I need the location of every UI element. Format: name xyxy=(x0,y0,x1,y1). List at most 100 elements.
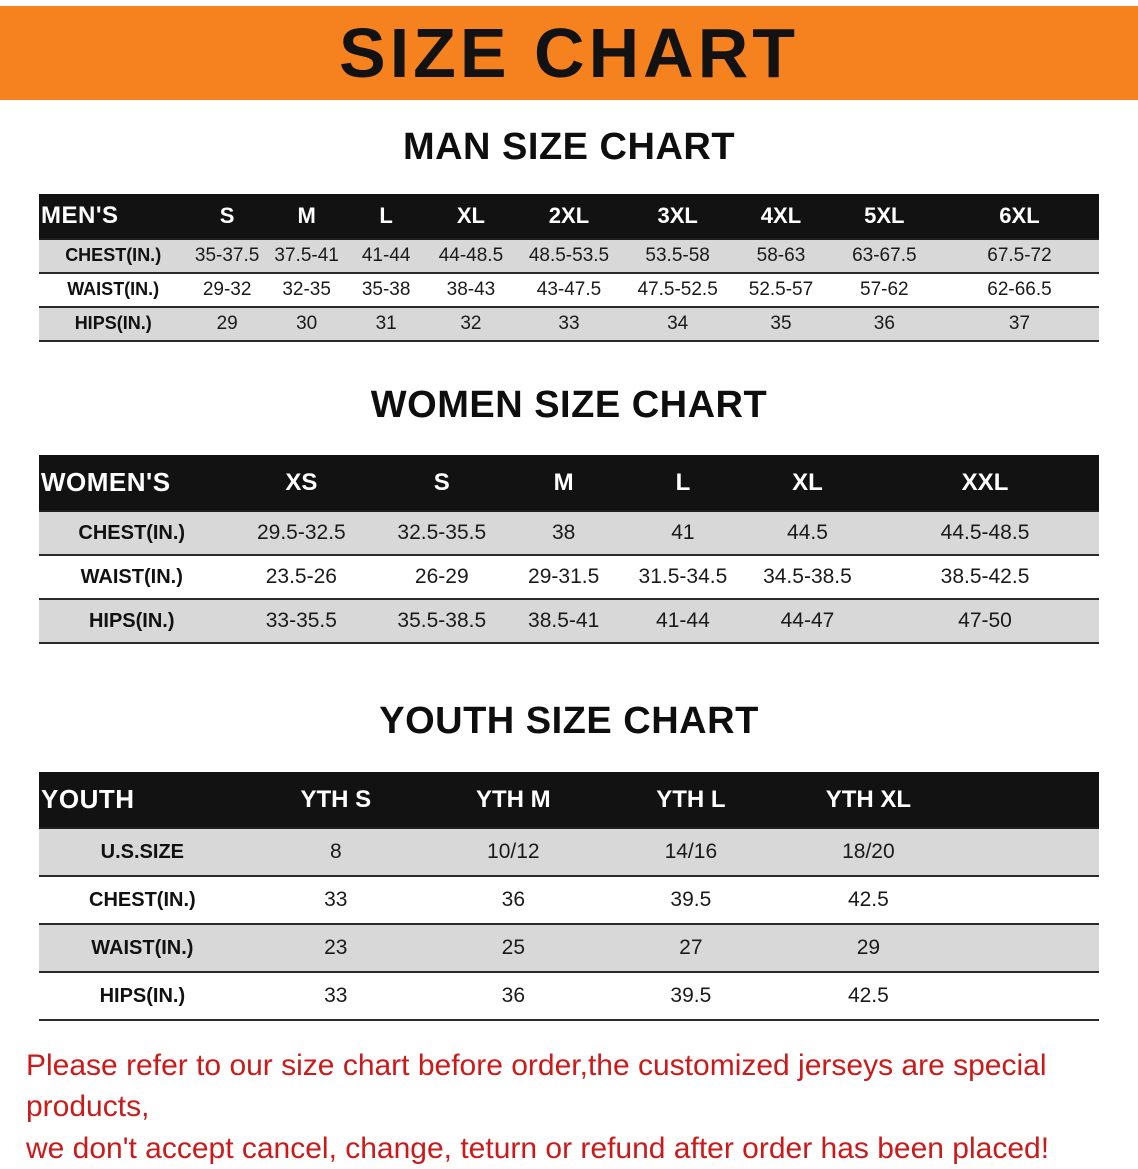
size-header-cell: YTH S xyxy=(245,772,426,830)
men-size-table: MEN'S S M L XL 2XL 3XL 4XL 5XL 6XL CHEST(IN.) 35-37… xyxy=(39,193,1099,342)
measurement-value-cell: 39.5 xyxy=(600,972,781,1022)
disclaimer-line-2: we don't accept cancel, change, teturn o… xyxy=(26,1131,1050,1165)
size-header-cell: XXL xyxy=(871,455,1099,513)
size-header-cell: 5XL xyxy=(828,193,940,240)
measurement-value-cell: 29-32 xyxy=(187,272,267,308)
size-header-cell: 3XL xyxy=(621,193,734,240)
disclaimer-line-1: Please refer to our size chart before or… xyxy=(26,1049,1047,1124)
measurement-value-cell: 32 xyxy=(425,306,516,342)
measurement-value-cell: 38 xyxy=(505,511,622,557)
women-section-heading: WOMEN SIZE CHART xyxy=(370,383,768,426)
measurement-value-cell: 18/20 xyxy=(780,828,956,878)
measurement-value-cell: 36 xyxy=(425,972,601,1022)
measurement-value-cell: 34 xyxy=(621,306,734,342)
measurement-value-cell: 39.5 xyxy=(600,876,781,926)
measurement-value-cell: 36 xyxy=(425,876,601,926)
measurement-value-cell: 41 xyxy=(621,511,744,557)
size-header-cell: S xyxy=(187,193,267,240)
measurement-value-cell: 33-35.5 xyxy=(224,599,379,645)
table-row: HIPS(IN.) 29 30 31 32 33 34 35 36 37 xyxy=(39,306,1099,342)
table-title-cell: MEN'S xyxy=(39,193,188,240)
measurement-value-cell: 23 xyxy=(245,924,426,974)
measurement-value-cell: 37.5-41 xyxy=(266,238,347,274)
measurement-value-cell: 33 xyxy=(245,972,426,1022)
youth-section-heading: YOUTH SIZE CHART xyxy=(379,700,759,743)
table-title-cell: WOMEN'S xyxy=(39,455,225,513)
size-header-cell: YTH XL xyxy=(780,772,956,830)
measurement-value-cell: 32.5-35.5 xyxy=(378,511,506,557)
row-label-cell: HIPS(IN.) xyxy=(39,972,246,1022)
measurement-value-cell: 44.5 xyxy=(743,511,872,557)
measurement-value-cell: 44-48.5 xyxy=(425,238,516,274)
measurement-value-cell: 29-31.5 xyxy=(505,555,622,601)
measurement-value-cell: 29.5-32.5 xyxy=(224,511,379,557)
measurement-value-cell: 33 xyxy=(515,306,622,342)
measurement-value-cell: 37 xyxy=(939,306,1099,342)
table-header-row: MEN'S S M L XL 2XL 3XL 4XL 5XL 6XL xyxy=(39,193,1099,240)
men-section-heading: MAN SIZE CHART xyxy=(402,126,736,168)
measurement-value-cell: 38.5-41 xyxy=(505,599,622,645)
banner: SIZE CHART xyxy=(0,6,1138,100)
row-label-cell: HIPS(IN.) xyxy=(39,306,188,342)
measurement-value-cell: 8 xyxy=(245,828,426,878)
table-row: WAIST(IN.) 23 25 27 29 xyxy=(39,924,1099,974)
table-row: WAIST(IN.) 29-32 32-35 35-38 38-43 43-47.5 47.… xyxy=(39,272,1099,308)
measurement-value-cell: 67.5-72 xyxy=(939,238,1099,274)
measurement-value-cell: 29 xyxy=(187,306,267,342)
measurement-value-cell: 47-50 xyxy=(871,599,1099,645)
row-label-cell: WAIST(IN.) xyxy=(39,272,188,308)
size-header-cell: 2XL xyxy=(515,193,622,240)
table-row: WAIST(IN.) 23.5-26 26-29 29-31.5 31.5-34.5 34… xyxy=(39,555,1099,601)
disclaimer: Please refer to our size chart before or… xyxy=(0,1045,1138,1169)
measurement-value-cell: 38.5-42.5 xyxy=(871,555,1099,601)
measurement-value-cell: 43-47.5 xyxy=(515,272,622,308)
measurement-value-cell: 14/16 xyxy=(600,828,781,878)
size-header-cell: 6XL xyxy=(939,193,1099,240)
measurement-value-cell: 35-38 xyxy=(346,272,426,308)
measurement-value-cell: 58-63 xyxy=(733,238,829,274)
row-label-cell: HIPS(IN.) xyxy=(39,599,225,645)
table-header-row: YOUTH YTH S YTH M YTH L YTH XL xyxy=(39,772,1099,830)
women-size-table: WOMEN'S XS S M L XL XXL CHEST(IN.) 29.5-32.5 32.5… xyxy=(39,455,1099,645)
measurement-value-cell: 23.5-26 xyxy=(224,555,379,601)
size-header-cell: M xyxy=(266,193,347,240)
measurement-value-cell: 31.5-34.5 xyxy=(621,555,744,601)
measurement-value-cell: 35 xyxy=(733,306,829,342)
size-header-cell: 4XL xyxy=(733,193,829,240)
measurement-value-cell: 26-29 xyxy=(378,555,506,601)
measurement-value-cell: 34.5-38.5 xyxy=(743,555,872,601)
size-header-cell: XL xyxy=(743,455,872,513)
size-header-cell xyxy=(955,772,1099,830)
measurement-value-cell xyxy=(955,876,1099,926)
size-header-cell: XS xyxy=(224,455,379,513)
measurement-value-cell: 62-66.5 xyxy=(939,272,1099,308)
row-label-cell: CHEST(IN.) xyxy=(39,511,225,557)
row-label-cell: U.S.SIZE xyxy=(39,828,246,878)
size-header-cell: L xyxy=(621,455,744,513)
row-label-cell: CHEST(IN.) xyxy=(39,238,188,274)
size-header-cell: YTH L xyxy=(600,772,781,830)
measurement-value-cell: 29 xyxy=(780,924,956,974)
women-size-section: WOMEN SIZE CHART WOMEN'S XS S M L XL XXL CHEST(… xyxy=(0,384,1138,645)
measurement-value-cell: 44.5-48.5 xyxy=(871,511,1099,557)
measurement-value-cell: 30 xyxy=(266,306,347,342)
size-header-cell: L xyxy=(346,193,426,240)
measurement-value-cell: 31 xyxy=(346,306,426,342)
measurement-value-cell: 42.5 xyxy=(780,876,956,926)
measurement-value-cell: 36 xyxy=(828,306,940,342)
measurement-value-cell xyxy=(955,972,1099,1022)
measurement-value-cell: 63-67.5 xyxy=(828,238,940,274)
table-row: U.S.SIZE 8 10/12 14/16 18/20 xyxy=(39,828,1099,878)
size-header-cell: M xyxy=(505,455,622,513)
youth-size-section: YOUTH SIZE CHART YOUTH YTH S YTH M YTH L YTH… xyxy=(0,700,1138,1022)
measurement-value-cell: 32-35 xyxy=(266,272,347,308)
measurement-value-cell: 44-47 xyxy=(743,599,872,645)
measurement-value-cell: 25 xyxy=(425,924,601,974)
table-row: HIPS(IN.) 33 36 39.5 42.5 xyxy=(39,972,1099,1022)
measurement-value-cell: 35.5-38.5 xyxy=(378,599,506,645)
measurement-value-cell: 42.5 xyxy=(780,972,956,1022)
measurement-value-cell: 41-44 xyxy=(621,599,744,645)
measurement-value-cell: 10/12 xyxy=(425,828,601,878)
measurement-value-cell: 33 xyxy=(245,876,426,926)
measurement-value-cell: 48.5-53.5 xyxy=(515,238,622,274)
